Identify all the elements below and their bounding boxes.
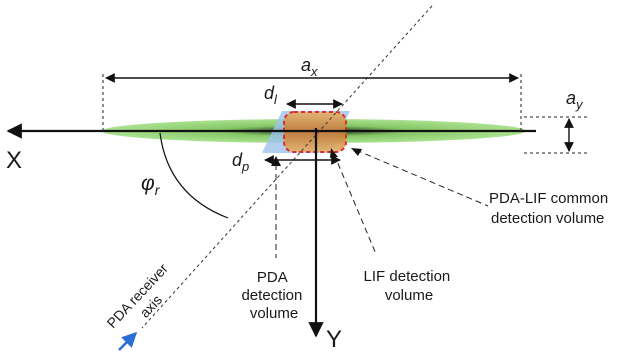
ax-label-main: a: [301, 55, 311, 75]
receiver-axis-label: PDA receiver axis: [103, 258, 186, 343]
phi-r-label: φr: [141, 172, 161, 198]
dl-label-main: d: [264, 83, 275, 103]
x-axis-label: X: [6, 147, 22, 174]
lif-volume-line-1: LIF detection: [364, 268, 451, 285]
pda-volume-line-3: volume: [250, 305, 298, 322]
pda-leader-head: [271, 156, 281, 166]
y-axis-label: Y: [326, 326, 342, 353]
phi-r-arc: [159, 132, 229, 219]
lif-leader-head: [330, 148, 338, 158]
common-volume-line-2: detection volume: [491, 210, 604, 227]
receiver-axis-line-1: PDA receiver: [103, 260, 171, 331]
dl-label: dl: [264, 83, 278, 107]
ax-label-sub: x: [310, 64, 318, 79]
lif-volume-label: LIF detection volume: [364, 268, 455, 304]
phi-r-label-main: φ: [141, 172, 155, 195]
dp-label-sub: p: [241, 159, 249, 174]
pda-volume-line-1: PDA: [257, 269, 288, 286]
ay-label-sub: y: [575, 97, 584, 112]
ay-label: ay: [566, 88, 584, 112]
receiver-axis-line: [141, 5, 433, 329]
dl-label-sub: l: [274, 92, 278, 107]
pda-volume-line-2: detection: [241, 287, 302, 304]
receiver-direction-arrow: [118, 331, 138, 351]
dp-label-main: d: [232, 150, 243, 170]
ay-label-main: a: [566, 88, 576, 108]
phi-r-label-sub: r: [155, 182, 161, 198]
common-volume-label: PDA-LIF common detection volume: [489, 190, 612, 227]
dp-label: dp: [232, 150, 249, 174]
lif-leader: [333, 153, 377, 255]
pda-volume-label: PDA detection volume: [241, 269, 306, 322]
lif-volume-line-2: volume: [385, 287, 433, 304]
ax-label: ax: [301, 55, 318, 79]
common-volume-leader-head: [351, 148, 362, 156]
common-volume-leader: [355, 149, 489, 207]
common-volume-line-1: PDA-LIF common: [489, 190, 608, 207]
